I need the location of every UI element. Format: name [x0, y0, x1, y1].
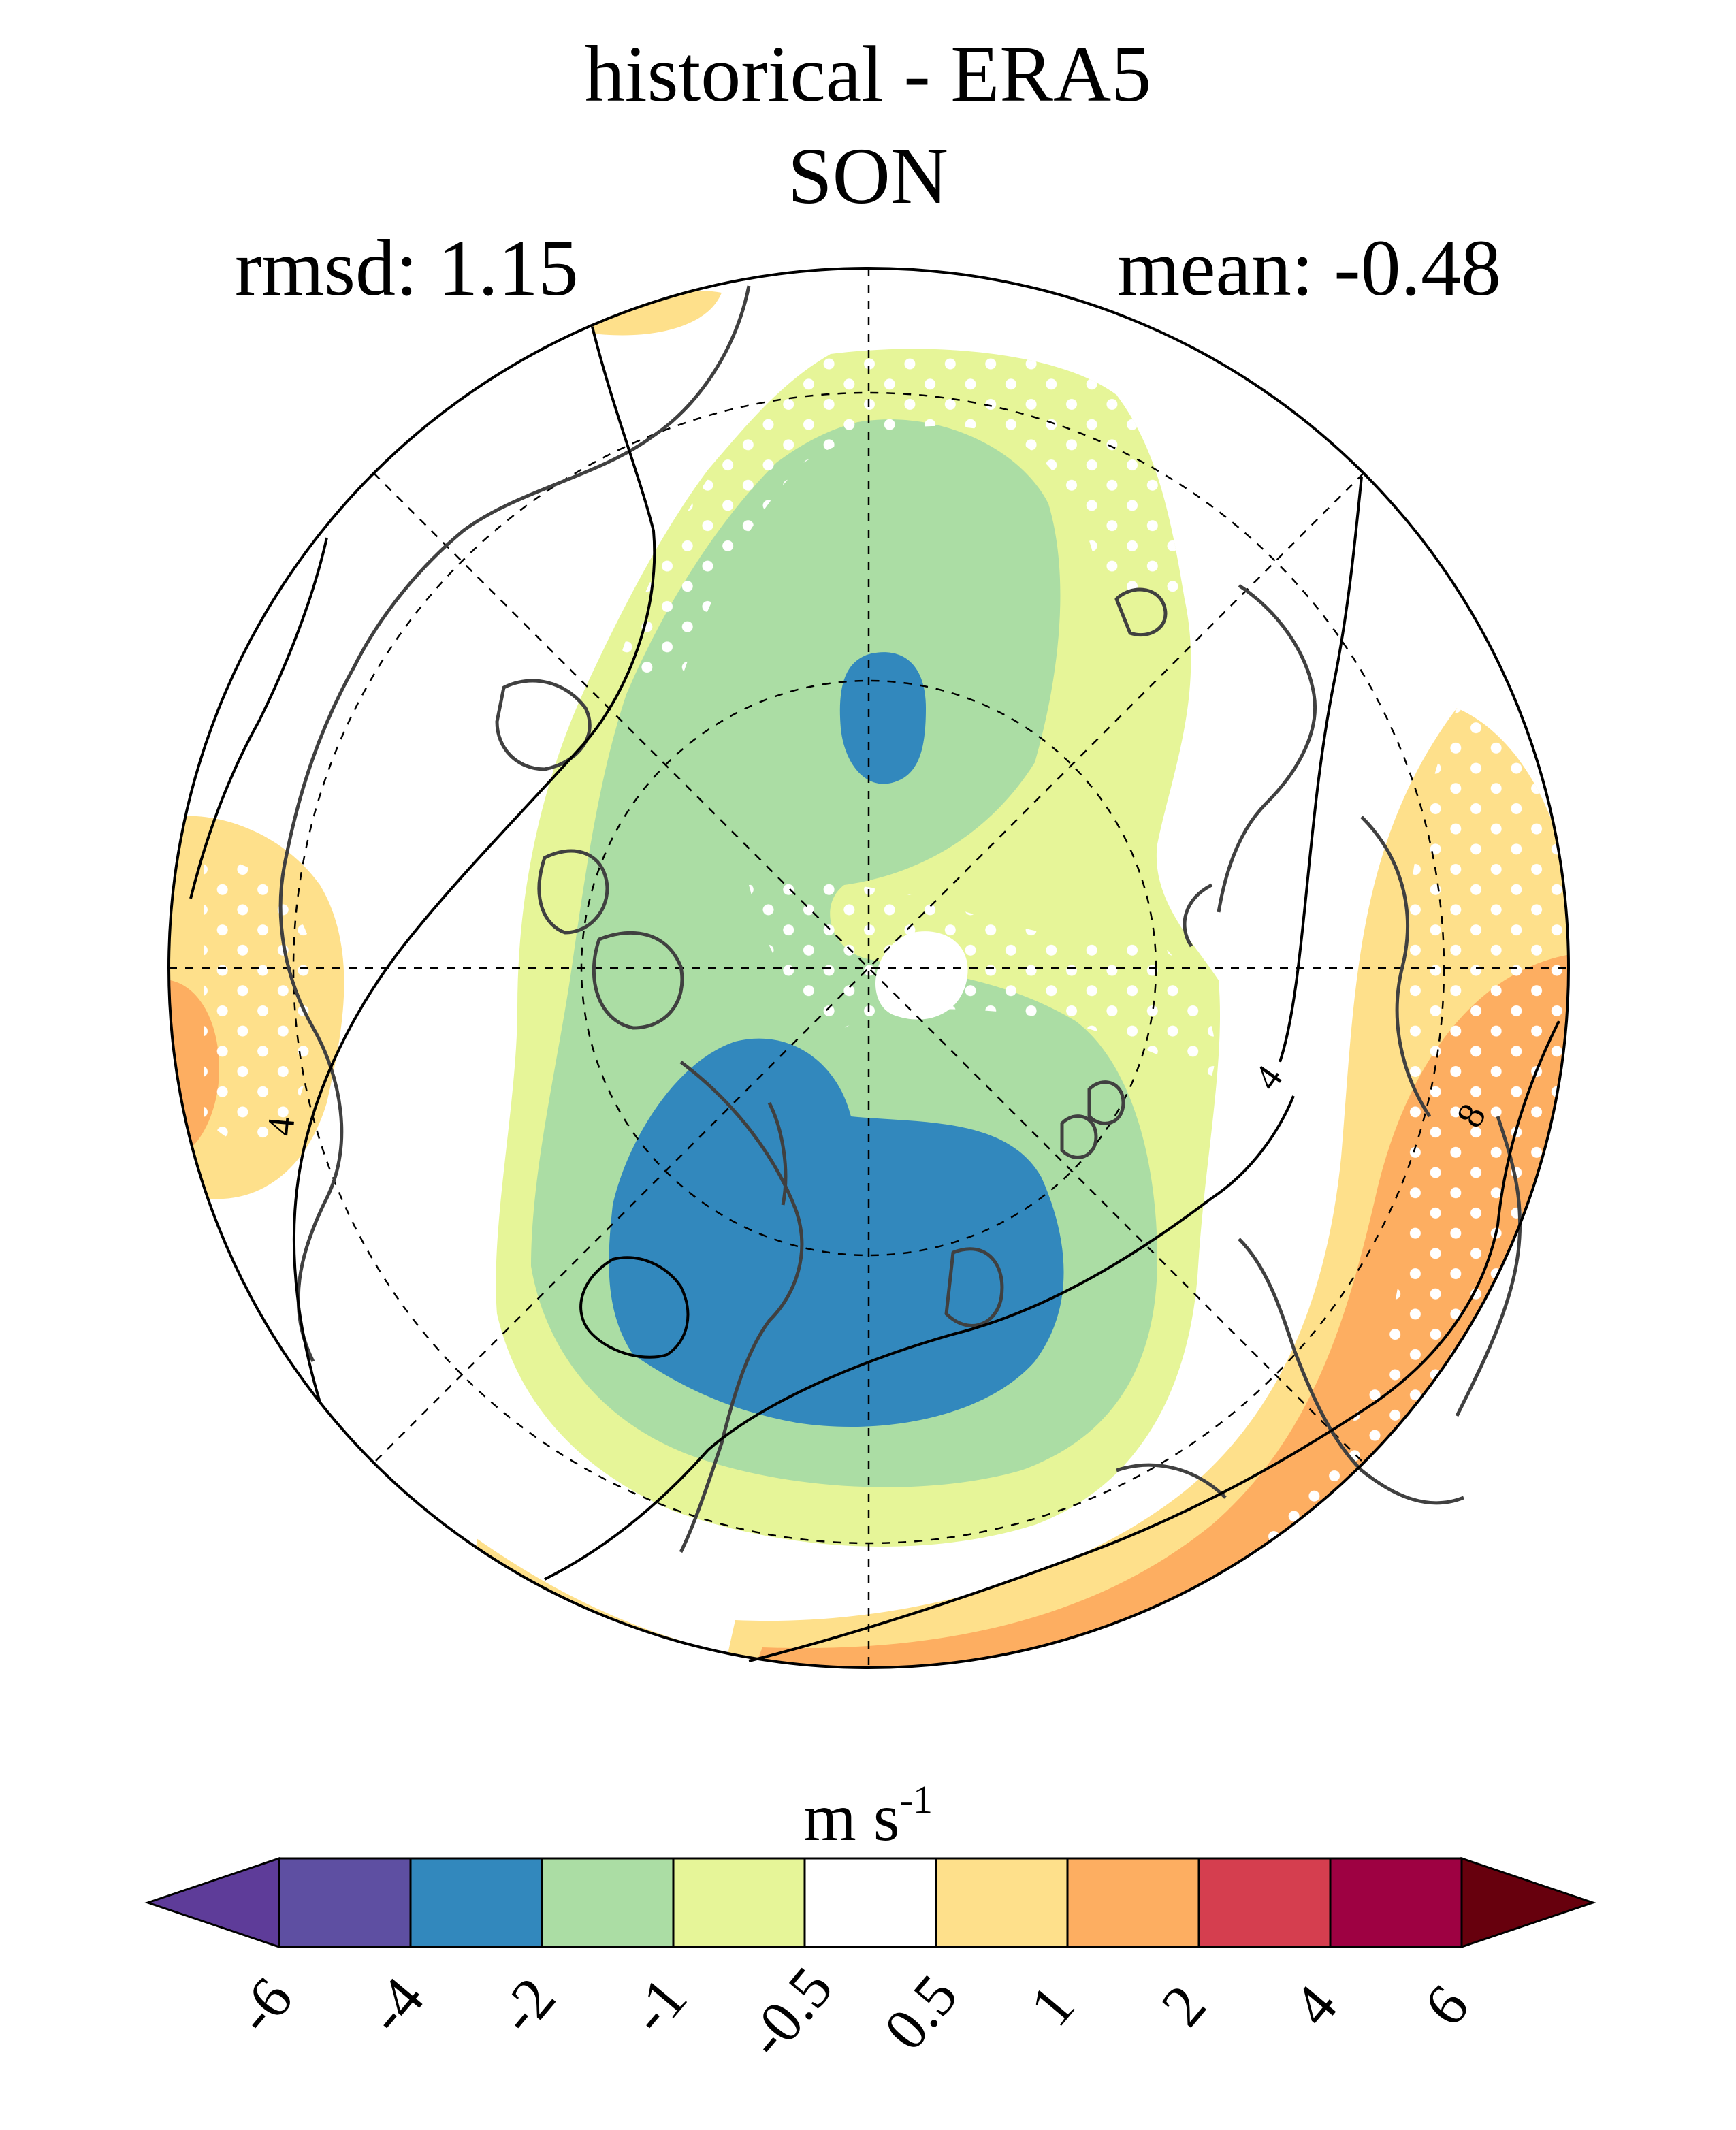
colorbar-over-triangle — [1460, 1856, 1596, 1949]
mean-label: mean: -0.48 — [1117, 223, 1501, 312]
colorbar-bin-4 — [672, 1857, 806, 1948]
season-label: SON — [787, 131, 949, 221]
colorbar-bin-3 — [541, 1857, 675, 1948]
colorbar-bin-7 — [1066, 1857, 1200, 1948]
tick-label: 0.5 — [872, 1963, 971, 2063]
tick-label: -2 — [485, 1965, 568, 2046]
tick-label: -1 — [617, 1965, 699, 2046]
stippling-center-band — [749, 882, 1216, 1076]
negative-anomaly-core-upper — [839, 652, 926, 784]
colorbar-bin-9 — [1329, 1857, 1463, 1948]
colorbar-bin-5 — [803, 1857, 937, 1948]
rmsd-label: rmsd: 1.15 — [235, 223, 579, 312]
stippling-top-ring — [613, 349, 1185, 681]
climatology-contours — [189, 326, 1560, 1662]
tick-label: -6 — [223, 1965, 305, 2046]
colorbar-bin-1 — [278, 1857, 412, 1948]
contour-label-4-left: 4 — [259, 1115, 303, 1137]
colorbar-bin-6 — [935, 1857, 1069, 1948]
colorbar-bin-8 — [1197, 1857, 1332, 1948]
tick-label: 6 — [1412, 1973, 1482, 2039]
colorbar-ticks: -6 -4 -2 -1 -0.5 0.5 1 2 4 6 — [223, 1955, 1481, 2070]
colorbar-bin-2 — [409, 1857, 543, 1948]
tick-label: -4 — [354, 1965, 436, 2046]
graticule — [169, 268, 1569, 1668]
units-exponent: -1 — [899, 1777, 933, 1822]
tick-label: 4 — [1281, 1973, 1351, 2039]
negative-anomaly-core-lower — [609, 1038, 1064, 1427]
map-boundary — [167, 267, 1570, 1669]
positive-anomaly-top — [592, 291, 722, 336]
tick-label: 1 — [1018, 1973, 1088, 2039]
colorbar-units: m s-1 — [0, 1779, 1736, 1852]
colorbar-under-triangle — [144, 1856, 280, 1949]
colorbar — [144, 1856, 1596, 1949]
map-title: historical - ERA5 — [584, 29, 1152, 118]
stippling-left — [204, 858, 318, 1145]
tick-label: -0.5 — [734, 1955, 846, 2070]
units-base: m s — [803, 1779, 900, 1855]
tick-label: 2 — [1149, 1973, 1219, 2039]
